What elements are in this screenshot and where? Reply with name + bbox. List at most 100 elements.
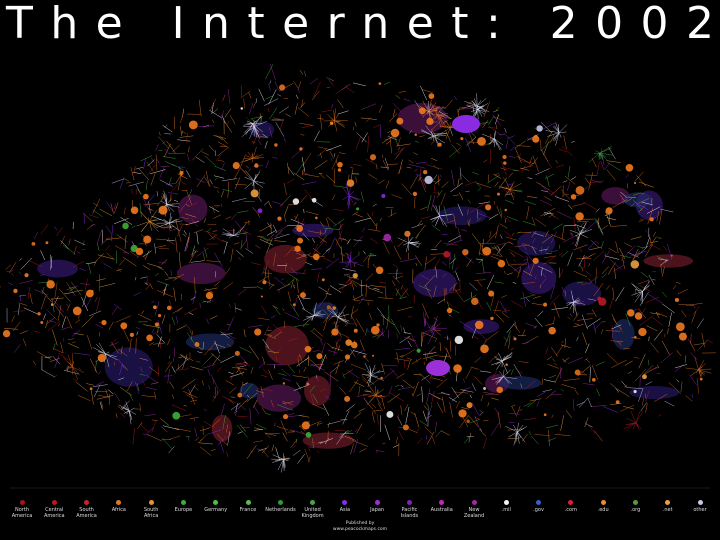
hub-edge bbox=[444, 120, 451, 128]
network-edge bbox=[520, 165, 533, 170]
network-edge bbox=[151, 420, 157, 433]
network-edge bbox=[210, 374, 219, 390]
network-edge bbox=[471, 402, 479, 416]
network-edge bbox=[126, 181, 131, 184]
network-edge bbox=[537, 310, 544, 317]
network-edge bbox=[354, 294, 364, 300]
network-edge bbox=[627, 370, 632, 374]
network-edge bbox=[353, 239, 362, 242]
network-edge bbox=[467, 414, 479, 427]
network-edge bbox=[672, 285, 677, 290]
network-edge bbox=[668, 312, 672, 327]
network-edge bbox=[115, 315, 131, 323]
network-edge bbox=[617, 341, 622, 345]
network-edge bbox=[305, 262, 313, 266]
network-edge bbox=[463, 295, 477, 303]
network-edge bbox=[356, 394, 368, 397]
network-edge bbox=[318, 173, 325, 179]
hub-edge bbox=[598, 153, 600, 158]
network-edge bbox=[493, 245, 503, 258]
network-edge bbox=[501, 161, 507, 176]
network-edge bbox=[522, 243, 537, 249]
network-edge bbox=[159, 131, 161, 136]
network-edge bbox=[425, 164, 443, 170]
hub-edge bbox=[69, 362, 73, 368]
network-edge bbox=[203, 287, 218, 291]
network-edge bbox=[517, 406, 521, 415]
hub-edge bbox=[408, 242, 420, 248]
network-edge bbox=[52, 356, 61, 365]
network-node bbox=[485, 204, 492, 211]
network-edge bbox=[296, 382, 302, 390]
network-node bbox=[292, 303, 296, 307]
network-edge bbox=[19, 330, 28, 335]
network-edge bbox=[616, 388, 630, 398]
network-node bbox=[490, 316, 494, 321]
hub-edge bbox=[121, 407, 130, 411]
network-edge bbox=[222, 189, 233, 192]
network-edge bbox=[362, 378, 370, 386]
network-edge bbox=[164, 148, 171, 155]
network-edge bbox=[235, 220, 244, 232]
hub-edge bbox=[505, 180, 511, 190]
network-edge bbox=[477, 212, 490, 218]
network-edge bbox=[430, 122, 440, 131]
hub-edge bbox=[435, 215, 440, 227]
network-edge bbox=[340, 436, 344, 439]
network-edge bbox=[338, 223, 344, 230]
network-edge bbox=[554, 196, 570, 202]
network-edge bbox=[171, 404, 187, 412]
hub-edge bbox=[123, 410, 130, 414]
network-node bbox=[72, 306, 82, 316]
hub-edge bbox=[499, 371, 504, 377]
hub-edge bbox=[422, 111, 429, 117]
network-node bbox=[674, 297, 679, 303]
hub-edge bbox=[429, 215, 440, 220]
network-edge bbox=[33, 330, 40, 333]
network-edge bbox=[624, 198, 632, 203]
network-edge bbox=[465, 181, 476, 186]
network-edge bbox=[433, 317, 438, 321]
network-edge bbox=[421, 303, 429, 319]
network-edge bbox=[270, 315, 276, 319]
network-edge bbox=[641, 201, 653, 206]
network-edge bbox=[294, 323, 310, 327]
network-edge bbox=[553, 302, 560, 318]
network-edge bbox=[409, 130, 412, 134]
network-edge bbox=[82, 212, 93, 222]
network-edge bbox=[521, 342, 529, 344]
network-edge bbox=[97, 243, 100, 251]
network-edge bbox=[474, 181, 481, 187]
network-edge bbox=[156, 334, 165, 343]
region-patch bbox=[601, 187, 630, 205]
network-edge bbox=[160, 195, 164, 199]
hub-edge bbox=[428, 110, 438, 112]
network-edge bbox=[226, 343, 232, 347]
network-edge bbox=[474, 376, 483, 385]
network-edge bbox=[609, 298, 614, 310]
hub-edge bbox=[166, 204, 180, 208]
network-node bbox=[454, 335, 464, 345]
network-edge bbox=[515, 140, 526, 149]
network-edge bbox=[67, 338, 75, 340]
network-edge bbox=[176, 325, 186, 331]
network-edge bbox=[377, 370, 384, 373]
network-edge bbox=[160, 418, 170, 426]
network-edge bbox=[494, 407, 500, 416]
hub-edge bbox=[129, 410, 137, 415]
hub-edge bbox=[334, 108, 336, 121]
hub-edge bbox=[422, 328, 434, 334]
network-edge bbox=[500, 167, 507, 171]
legend-swatch bbox=[342, 500, 348, 505]
network-edge bbox=[466, 259, 472, 267]
network-edge bbox=[399, 296, 407, 299]
network-edge bbox=[184, 236, 190, 252]
hub-edge bbox=[350, 261, 358, 263]
legend-swatch bbox=[277, 500, 283, 505]
network-edge bbox=[97, 394, 110, 398]
network-edge bbox=[139, 203, 142, 218]
network-edge bbox=[576, 282, 583, 284]
network-edge bbox=[57, 323, 61, 327]
network-edge bbox=[267, 222, 272, 229]
network-node bbox=[453, 364, 462, 373]
